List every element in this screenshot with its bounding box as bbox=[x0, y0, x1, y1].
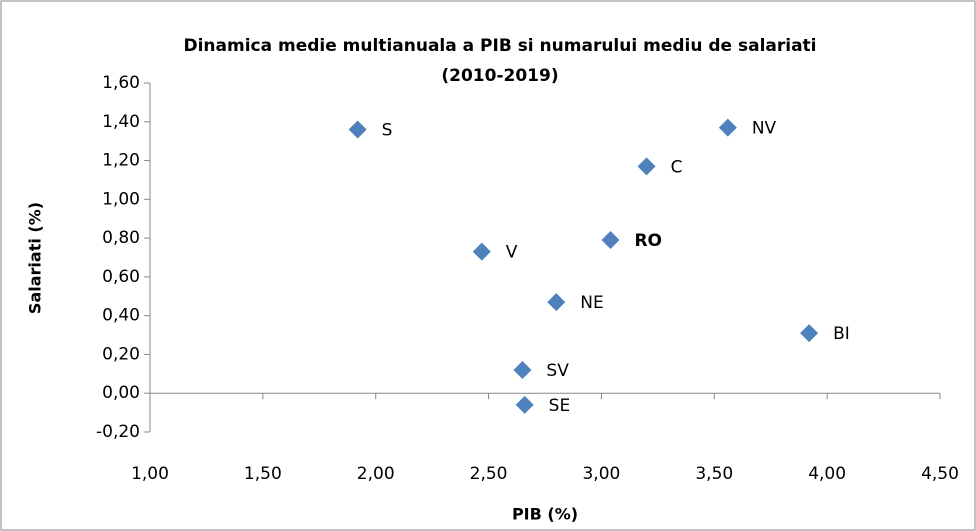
point-label: RO bbox=[634, 231, 662, 251]
point bbox=[515, 395, 534, 414]
x-tick-label: 4,00 bbox=[808, 464, 846, 484]
y-tick-label: 1,00 bbox=[102, 189, 140, 209]
chart-title: Dinamica medie multianuala a PIB si numa… bbox=[183, 36, 816, 56]
y-tick-label: 0,00 bbox=[102, 383, 140, 403]
x-tick-label: 4,50 bbox=[921, 464, 959, 484]
point bbox=[601, 231, 620, 250]
x-tick-label: 2,50 bbox=[470, 464, 508, 484]
x-tick-label: 1,00 bbox=[131, 464, 169, 484]
y-tick-label: 0,40 bbox=[102, 306, 140, 326]
point-label: NE bbox=[580, 293, 603, 313]
point-label: SV bbox=[546, 361, 569, 381]
y-axis-title: Salariati (%) bbox=[26, 202, 45, 314]
point bbox=[718, 118, 737, 137]
point-label: C bbox=[671, 157, 683, 177]
point bbox=[513, 360, 532, 379]
point-label: V bbox=[506, 243, 518, 263]
point bbox=[472, 242, 491, 261]
y-tick-label: 1,60 bbox=[102, 73, 140, 93]
point-label: S bbox=[382, 121, 393, 141]
x-axis-title: PIB (%) bbox=[512, 505, 578, 524]
y-tick-label: 1,20 bbox=[102, 151, 140, 171]
y-tick-label: 0,20 bbox=[102, 344, 140, 364]
x-tick-label: 3,00 bbox=[582, 464, 620, 484]
y-tick-label: 0,60 bbox=[102, 267, 140, 287]
point bbox=[348, 120, 367, 139]
x-tick-label: 3,50 bbox=[695, 464, 733, 484]
y-tick-label: 1,40 bbox=[102, 112, 140, 132]
chart-subtitle: (2010-2019) bbox=[441, 66, 558, 86]
point-label: SE bbox=[549, 396, 571, 416]
point bbox=[637, 157, 656, 176]
point bbox=[547, 293, 566, 312]
y-tick-label: -0,20 bbox=[96, 422, 140, 442]
x-tick-label: 2,00 bbox=[357, 464, 395, 484]
x-tick-label: 1,50 bbox=[244, 464, 282, 484]
point bbox=[800, 324, 819, 343]
point-label: BI bbox=[833, 324, 850, 344]
y-tick-label: 0,80 bbox=[102, 228, 140, 248]
point-label: NV bbox=[752, 119, 777, 139]
